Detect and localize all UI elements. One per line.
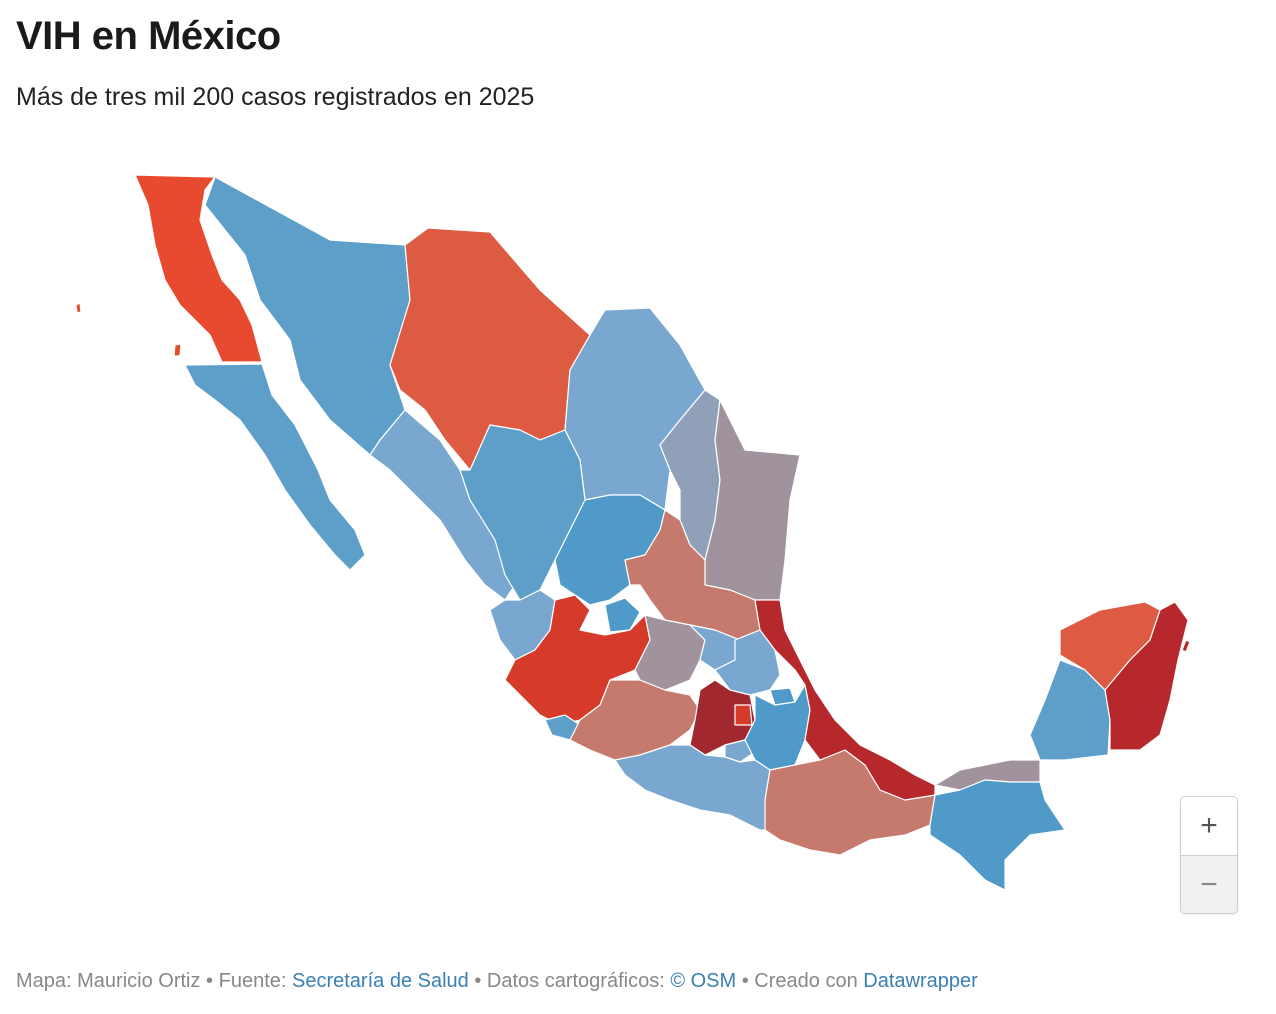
choropleth-map[interactable]: [0, 160, 1276, 940]
osm-link[interactable]: © OSM: [670, 970, 737, 992]
footer-created-label: • Creado con: [736, 970, 864, 992]
state-baja-california[interactable]: [134, 174, 263, 363]
footer-maps-label: • Datos cartográficos:: [468, 970, 671, 992]
state-quintana-roo[interactable]: [1104, 601, 1189, 751]
state-chiapas[interactable]: [929, 779, 1066, 891]
page-subtitle: Más de tres mil 200 casos registrados en…: [16, 83, 535, 111]
state-guerrero[interactable]: [614, 744, 776, 831]
datawrapper-link[interactable]: Datawrapper: [863, 970, 978, 992]
source-link[interactable]: Secretaría de Salud: [292, 970, 469, 992]
state-oaxaca[interactable]: [764, 749, 936, 856]
footer-author: Mapa: Mauricio Ortiz • Fuente:: [16, 970, 292, 992]
state-puebla[interactable]: [744, 684, 811, 771]
state-cdmx[interactable]: [734, 704, 753, 726]
island-cozumel[interactable]: [1181, 639, 1191, 653]
zoom-out-button[interactable]: −: [1181, 855, 1237, 913]
page-title: VIH en México: [16, 14, 281, 58]
state-tamaulipas[interactable]: [704, 399, 801, 601]
state-baja-california-sur[interactable]: [184, 363, 366, 571]
state-veracruz[interactable]: [754, 599, 936, 801]
island-guadalupe[interactable]: [75, 302, 82, 314]
footer-credits: Mapa: Mauricio Ortiz • Fuente: Secretarí…: [16, 970, 978, 993]
zoom-controls: + −: [1180, 796, 1238, 914]
state-guanajuato[interactable]: [634, 614, 706, 691]
island-cedros[interactable]: [173, 343, 182, 357]
state-aguascalientes[interactable]: [604, 597, 641, 633]
zoom-in-button[interactable]: +: [1181, 797, 1237, 855]
